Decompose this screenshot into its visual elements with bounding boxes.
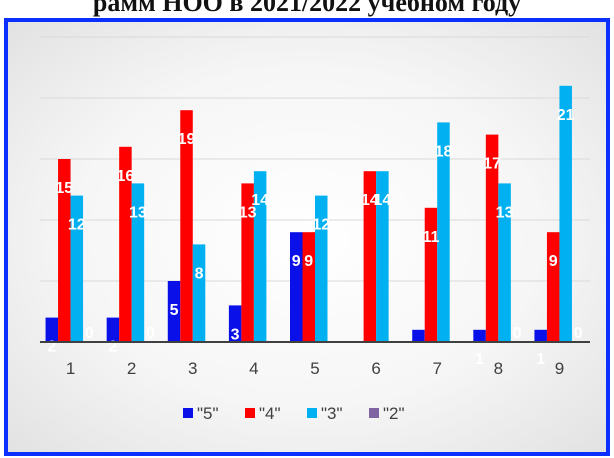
bar-series-2-cat-9 <box>546 232 560 342</box>
legend-label: "5" <box>197 404 219 423</box>
data-label: 0 <box>513 325 522 342</box>
legend-swatch <box>183 408 193 418</box>
data-label: 12 <box>68 217 86 234</box>
bar-series-2-cat-1 <box>58 159 71 342</box>
data-label: 13 <box>239 204 257 221</box>
bar-series-2-cat-8 <box>485 134 499 342</box>
bar-series-2-cat-6 <box>363 171 377 342</box>
page-title: рамм НОО в 2021/2022 учебном году <box>92 0 522 17</box>
x-tick-label: 8 <box>494 359 503 378</box>
data-label: 2 <box>47 339 56 356</box>
data-label: 5 <box>170 302 179 319</box>
bar-series-2-cat-2 <box>119 146 132 342</box>
bar-series-2-cat-3 <box>180 110 193 342</box>
data-label: 8 <box>195 265 204 282</box>
data-label: 0 <box>574 325 583 342</box>
bar-series-1-cat-7 <box>412 329 425 342</box>
data-label: 21 <box>557 107 575 124</box>
x-tick-label: 2 <box>127 359 136 378</box>
bar-series-3-cat-3 <box>192 244 206 342</box>
data-label: 0 <box>85 325 94 342</box>
legend-swatch <box>307 408 317 418</box>
data-label: 1 <box>475 351 484 368</box>
x-tick-label: 1 <box>66 359 75 378</box>
data-label: 13 <box>496 204 514 221</box>
data-label: 11 <box>423 229 440 246</box>
x-tick-label: 9 <box>555 359 564 378</box>
bar-series-3-cat-4 <box>253 171 267 342</box>
data-label: 9 <box>549 253 558 270</box>
data-label: 14 <box>251 192 269 209</box>
x-tick-label: 7 <box>432 359 441 378</box>
data-label: 16 <box>117 168 135 185</box>
bar-series-3-cat-9 <box>559 85 572 343</box>
data-label: 9 <box>304 253 313 270</box>
bar-series-3-cat-5 <box>315 195 328 342</box>
bar-series-3-cat-6 <box>376 171 389 342</box>
chart-frame: 2 15 12 0 2 16 13 0 5 19 8 3 13 14 9 9 12 14 14 11 18 1 17 13 0 1… <box>4 18 610 456</box>
data-label: 9 <box>292 253 301 270</box>
legend-swatch <box>369 408 379 418</box>
bar-series-2-cat-4 <box>241 183 254 342</box>
legend-label: "4" <box>259 404 281 423</box>
data-label: 3 <box>231 326 240 343</box>
bar-series-1-cat-5 <box>290 232 303 342</box>
data-label: 15 <box>55 180 73 197</box>
data-label: 18 <box>435 143 453 160</box>
bar-series-3-cat-1 <box>70 195 84 342</box>
x-tick-label: 5 <box>310 359 319 378</box>
bar-series-1-cat-9 <box>534 329 547 342</box>
x-tick-label: 4 <box>249 359 258 378</box>
legend-label: "3" <box>321 404 343 423</box>
data-label: 19 <box>178 131 196 148</box>
data-label: 12 <box>312 217 330 234</box>
data-label: 1 <box>536 351 545 368</box>
bar-series-3-cat-7 <box>437 122 450 343</box>
x-tick-label: 3 <box>188 359 197 378</box>
bar-series-3-cat-2 <box>131 183 145 342</box>
bar-series-1-cat-2 <box>106 317 120 342</box>
legend-label: "2" <box>383 404 405 423</box>
data-label: 0 <box>146 325 155 342</box>
data-label: 14 <box>373 192 391 209</box>
legend-swatch <box>245 408 255 418</box>
data-label: 14 <box>361 192 379 209</box>
bar-series-1-cat-1 <box>45 317 59 342</box>
x-tick-label: 6 <box>371 359 380 378</box>
bar-series-3-cat-8 <box>498 183 511 342</box>
legend: "5" "4" "3" "2" <box>183 404 405 423</box>
bars <box>45 85 572 343</box>
bar-series-2-cat-7 <box>424 207 438 342</box>
bar-series-1-cat-3 <box>167 281 181 342</box>
bar-series-1-cat-4 <box>228 305 242 342</box>
data-label: 17 <box>483 156 501 173</box>
data-label: 13 <box>129 204 147 221</box>
bar-series-2-cat-5 <box>302 232 315 342</box>
bar-series-1-cat-8 <box>473 329 486 342</box>
data-label: 2 <box>108 339 117 356</box>
